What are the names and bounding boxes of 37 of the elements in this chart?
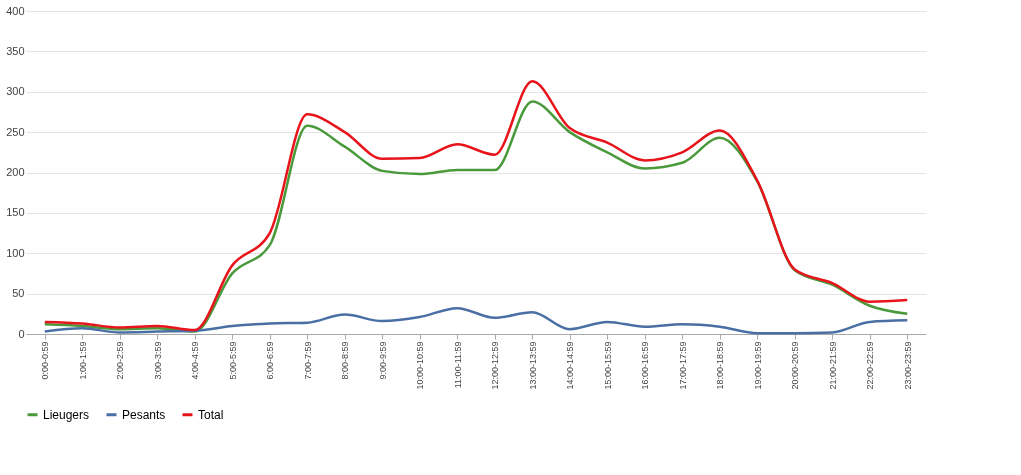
x-tick-label: 21:00-21:59 bbox=[827, 341, 838, 390]
x-tick-label: 0:00-0:59 bbox=[40, 341, 51, 380]
x-tick-label: 4:00-4:59 bbox=[190, 341, 201, 380]
y-tick-label: 50 bbox=[12, 287, 25, 300]
x-tick-label: 2:00-2:59 bbox=[115, 341, 126, 380]
y-tick-label: 250 bbox=[6, 125, 25, 138]
x-tick-label: 6:00-6:59 bbox=[265, 341, 276, 380]
x-tick-label: 10:00-10:59 bbox=[415, 341, 426, 390]
x-tick-label: 7:00-7:59 bbox=[302, 341, 313, 380]
y-tick-label: 400 bbox=[6, 4, 25, 17]
x-tick-label: 1:00-1:59 bbox=[77, 341, 88, 380]
x-tick-label: 17:00-17:59 bbox=[677, 341, 688, 390]
x-tick-label: 9:00-9:59 bbox=[377, 341, 388, 380]
x-tick-label: 23:00-23:59 bbox=[902, 341, 913, 390]
x-tick-label: 15:00-15:59 bbox=[602, 341, 613, 390]
x-tick-label: 8:00-8:59 bbox=[340, 341, 351, 380]
legend-label: Lieugers bbox=[43, 407, 90, 422]
legend-label: Total bbox=[198, 407, 224, 422]
y-tick-label: 200 bbox=[6, 166, 25, 178]
x-tick-label: 3:00-3:59 bbox=[152, 341, 163, 380]
line-series bbox=[43, 306, 909, 335]
x-tick-label: 20:00-20:59 bbox=[790, 341, 801, 390]
y-tick-label: 300 bbox=[6, 85, 25, 98]
legend-label: Pesants bbox=[122, 407, 166, 422]
x-tick-label: 18:00-18:59 bbox=[715, 341, 726, 390]
x-tick-label: 11:00-11:59 bbox=[452, 341, 463, 389]
y-tick-label: 150 bbox=[6, 206, 25, 219]
x-tick-label: 16:00-16:59 bbox=[640, 341, 651, 390]
x-tick-label: 13:00-13:59 bbox=[527, 341, 538, 390]
y-tick-label: 0 bbox=[18, 327, 25, 340]
x-tick-label: 5:00-5:59 bbox=[227, 341, 238, 380]
x-tick-label: 12:00-12:59 bbox=[490, 341, 501, 390]
y-tick-label: 350 bbox=[6, 44, 25, 57]
y-tick-label: 100 bbox=[6, 246, 25, 259]
x-tick-label: 22:00-22:59 bbox=[865, 341, 876, 390]
x-tick-label: 19:00-19:59 bbox=[752, 341, 763, 390]
x-tick-label: 14:00-14:59 bbox=[565, 341, 576, 390]
